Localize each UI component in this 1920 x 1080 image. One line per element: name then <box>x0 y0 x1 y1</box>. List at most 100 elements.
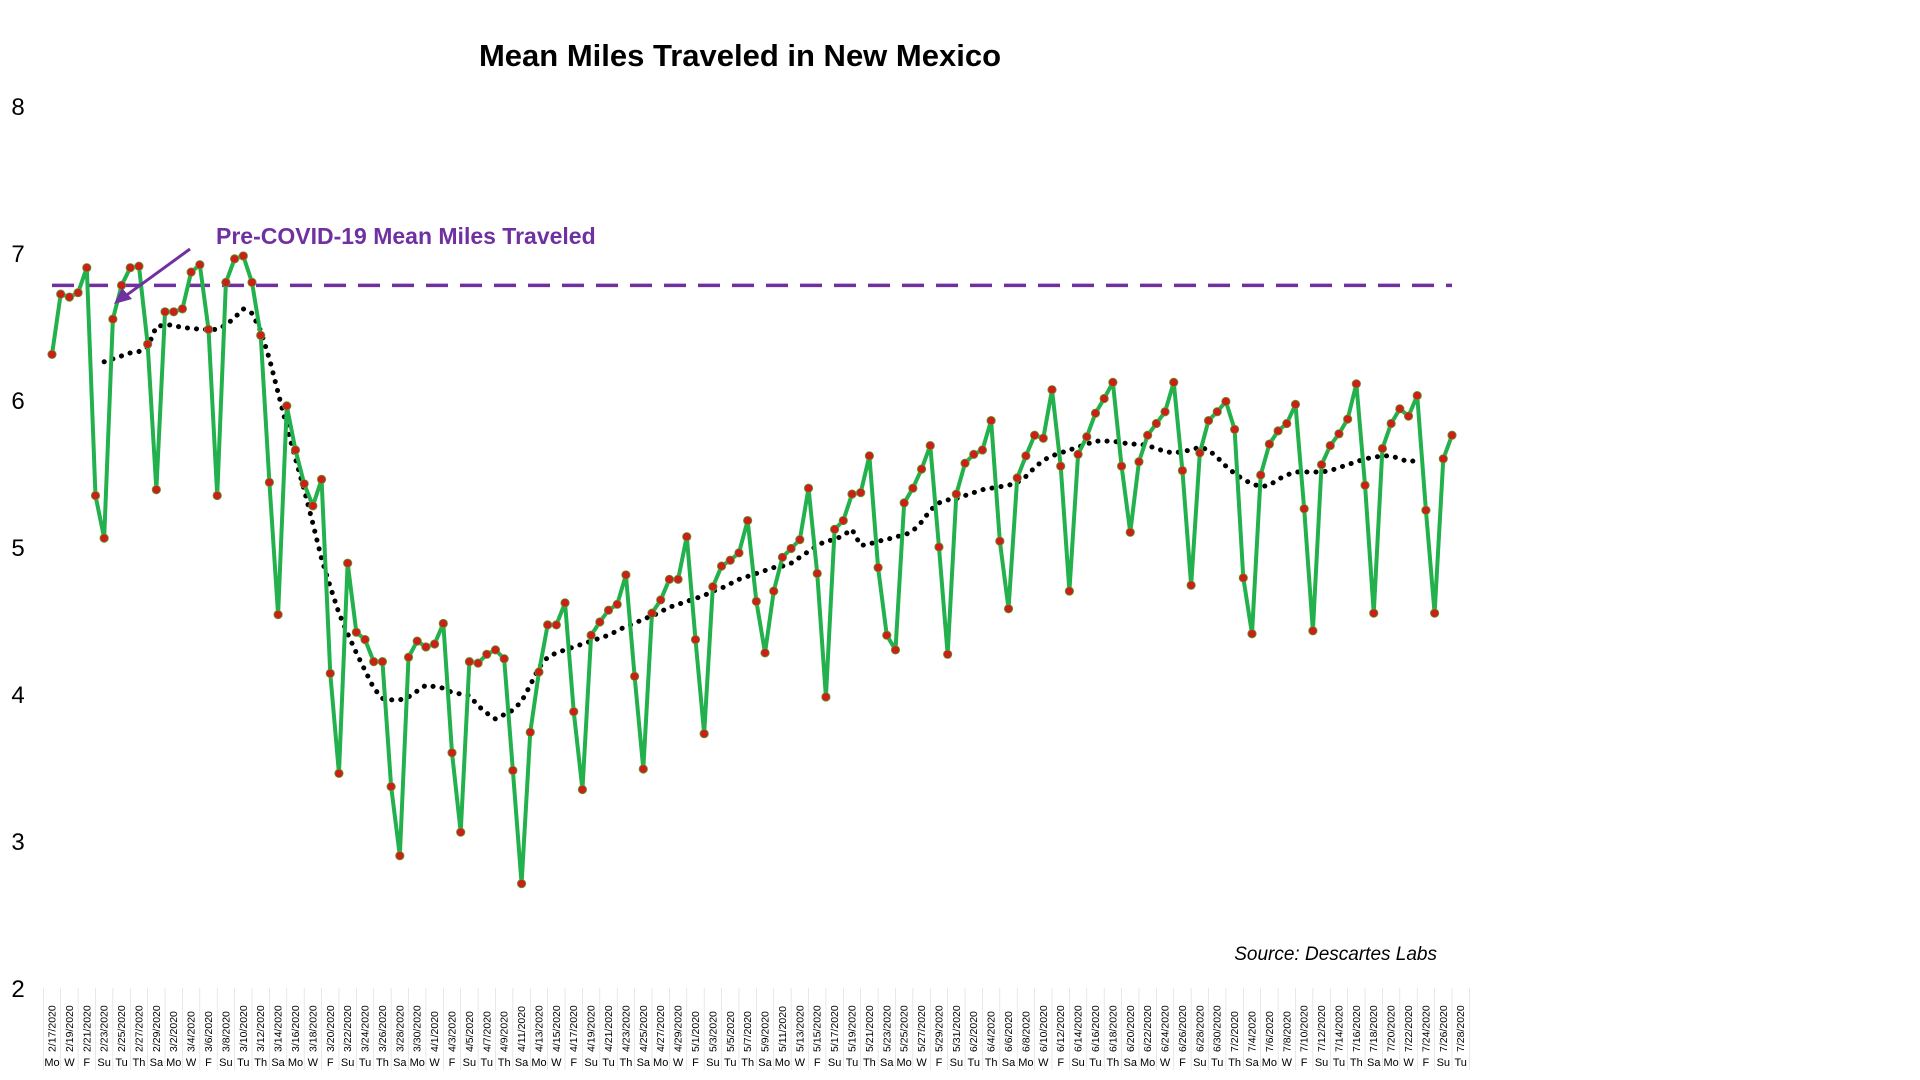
data-point <box>1221 396 1231 407</box>
data-point <box>256 330 266 340</box>
data-point <box>516 879 527 889</box>
x-day-label: Su <box>219 1057 232 1069</box>
x-tick-label: 5/23/2020 <box>881 1005 893 1052</box>
data-point <box>238 251 248 261</box>
data-point <box>534 667 544 677</box>
data-point <box>1403 411 1414 421</box>
data-point <box>116 280 127 290</box>
x-day-label: F <box>692 1057 699 1069</box>
data-point <box>664 574 674 584</box>
data-point <box>734 548 744 558</box>
x-tick-label: 4/27/2020 <box>655 1005 667 1052</box>
data-point <box>525 727 535 737</box>
data-point <box>725 555 735 565</box>
data-point <box>1264 439 1274 449</box>
data-point <box>1169 377 1179 387</box>
data-point <box>464 657 474 667</box>
data-point <box>82 263 92 273</box>
x-tick-label: 2/27/2020 <box>133 1005 145 1052</box>
data-point <box>316 474 327 484</box>
x-tick-label: 5/29/2020 <box>933 1005 945 1052</box>
data-point <box>1386 418 1396 429</box>
x-day-label: Su <box>341 1057 354 1069</box>
x-tick-label: 5/13/2020 <box>794 1005 806 1052</box>
data-point <box>995 536 1005 546</box>
data-point <box>551 620 561 630</box>
data-point <box>1421 505 1431 515</box>
data-point <box>890 645 901 655</box>
data-point <box>195 260 205 270</box>
x-tick-label: 3/14/2020 <box>273 1005 285 1052</box>
data-point <box>499 654 509 664</box>
x-day-label: F <box>814 1057 821 1069</box>
x-day-label: Tu <box>1454 1057 1466 1069</box>
x-day-label: Th <box>376 1057 389 1069</box>
y-tick-label: 5 <box>11 535 24 562</box>
x-tick-label: 7/14/2020 <box>1333 1005 1345 1052</box>
annotation-arrow <box>114 247 191 304</box>
data-point <box>90 490 101 501</box>
x-day-label: Sa <box>1124 1057 1138 1069</box>
x-tick-label: 3/28/2020 <box>394 1005 406 1052</box>
x-tick-label: 2/23/2020 <box>99 1005 111 1052</box>
data-point <box>743 515 753 526</box>
y-tick-label: 6 <box>11 388 24 415</box>
data-point <box>508 765 518 776</box>
data-point <box>447 748 457 758</box>
x-tick-label: 6/22/2020 <box>1142 1005 1154 1052</box>
x-tick-label: 5/9/2020 <box>760 1011 772 1052</box>
data-point <box>47 349 57 360</box>
data-point <box>230 254 240 264</box>
data-point <box>986 415 996 426</box>
data-point <box>108 314 118 324</box>
data-point <box>1073 449 1083 459</box>
x-day-label: W <box>551 1057 562 1069</box>
x-tick-label: 6/20/2020 <box>1125 1005 1137 1052</box>
data-point <box>803 483 814 493</box>
annotation-arrow-head <box>114 288 132 304</box>
x-day-label: Th <box>254 1057 267 1069</box>
data-point <box>1316 460 1327 470</box>
data-point <box>1203 415 1214 426</box>
x-tick-label: 7/28/2020 <box>1455 1005 1467 1052</box>
data-point <box>99 533 109 543</box>
x-tick-label: 6/18/2020 <box>1107 1005 1119 1052</box>
x-tick-label: 3/18/2020 <box>307 1005 319 1052</box>
data-point <box>795 535 805 545</box>
data-point <box>334 768 344 778</box>
data-point <box>343 558 353 568</box>
x-day-label: W <box>186 1057 197 1069</box>
data-point <box>403 652 414 662</box>
data-point <box>1238 573 1248 583</box>
data-point <box>847 489 857 499</box>
data-point <box>1125 527 1135 537</box>
data-point <box>1282 418 1292 429</box>
x-day-label: Th <box>1106 1057 1119 1069</box>
x-day-label: W <box>916 1057 927 1069</box>
data-point <box>673 574 683 584</box>
x-day-label: F <box>570 1057 577 1069</box>
x-axis: 2/17/2020 Mo 2/19/2020 W 2/21/2020 F 2/23/2020… <box>42 988 1470 1070</box>
data-point <box>577 784 588 795</box>
data-point <box>1334 429 1344 439</box>
x-day-label: Sa <box>393 1057 407 1069</box>
data-point <box>786 543 796 554</box>
x-tick-label: 2/21/2020 <box>81 1005 93 1052</box>
data-point <box>1003 604 1014 614</box>
annotation-arrow-shaft <box>123 247 191 299</box>
x-day-label: Tu <box>1089 1057 1101 1069</box>
x-day-label: Tu <box>968 1057 980 1069</box>
x-day-label: F <box>83 1057 90 1069</box>
x-day-label: Su <box>1437 1057 1450 1069</box>
x-tick-label: 5/25/2020 <box>899 1005 911 1052</box>
data-point <box>430 639 440 649</box>
x-tick-label: 7/22/2020 <box>1403 1005 1415 1052</box>
data-point <box>160 307 170 317</box>
x-tick-label: 3/22/2020 <box>342 1005 354 1052</box>
data-point <box>1212 407 1222 417</box>
x-tick-label: 3/24/2020 <box>360 1005 372 1052</box>
data-point <box>264 477 274 487</box>
x-day-label: Tu <box>724 1057 736 1069</box>
x-tick-label: 6/14/2020 <box>1073 1005 1085 1052</box>
x-day-label: Sa <box>880 1057 894 1069</box>
